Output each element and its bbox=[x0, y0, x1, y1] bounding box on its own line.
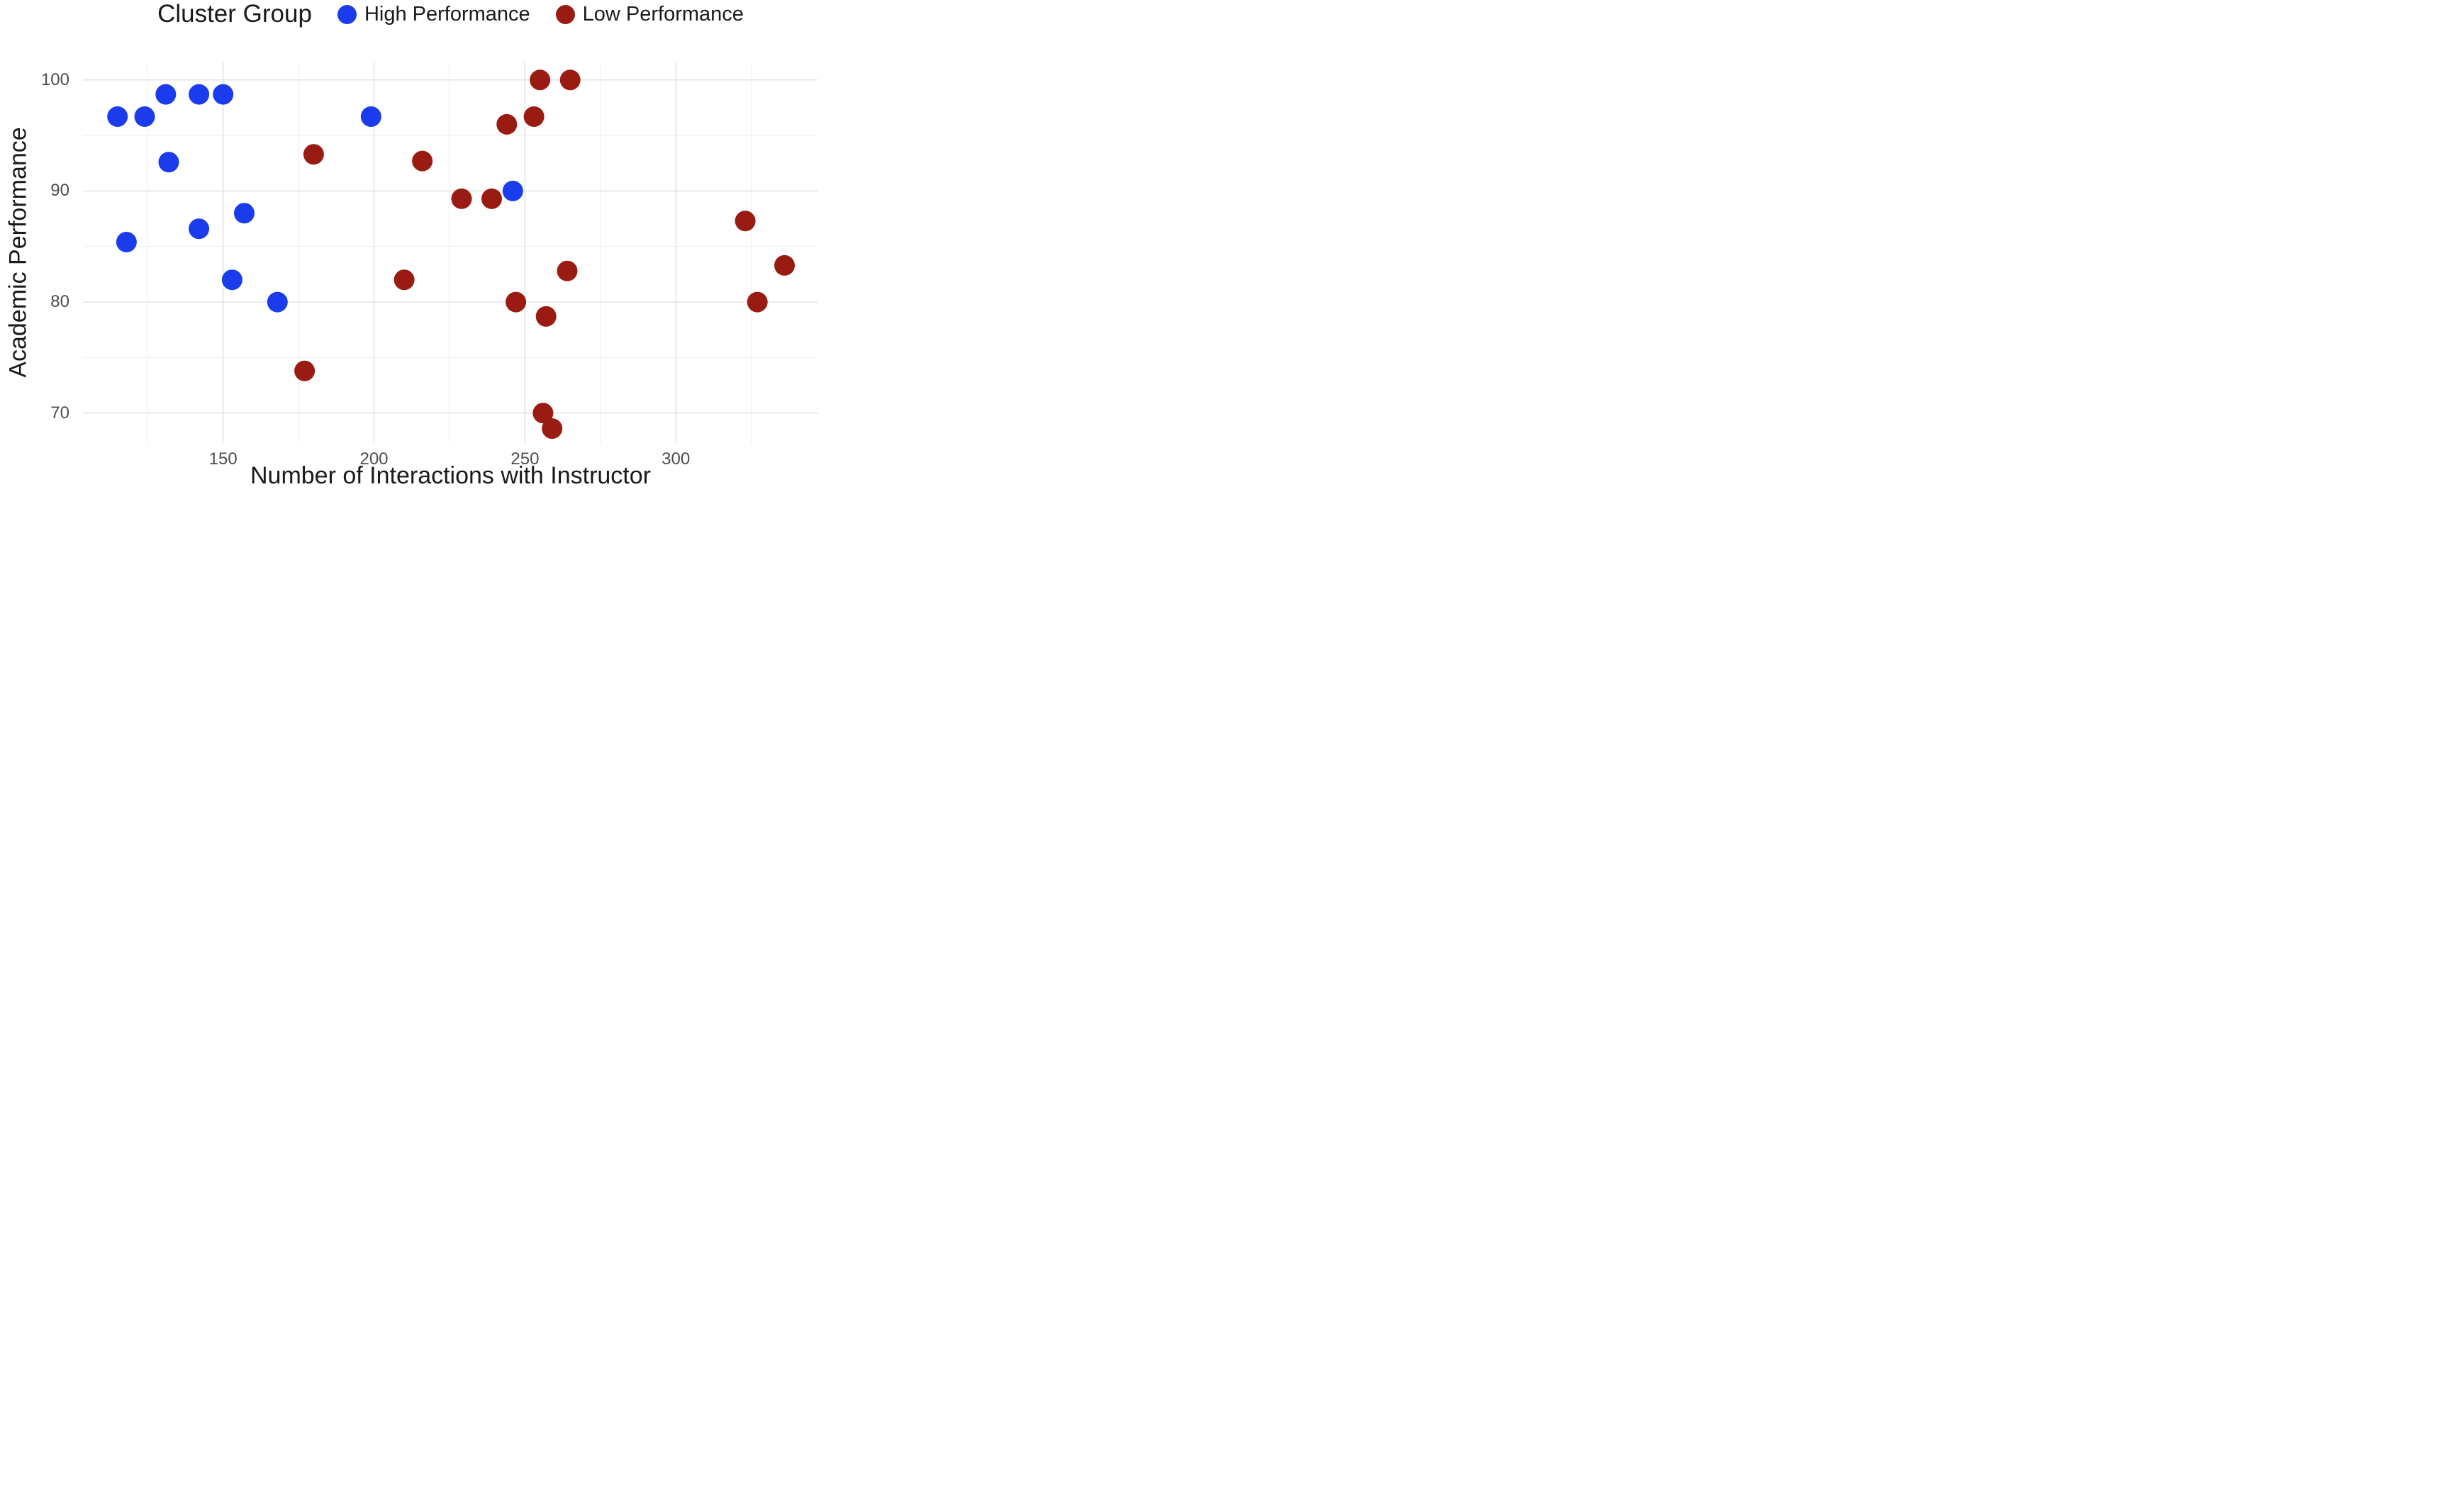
data-point-low-performance bbox=[451, 188, 472, 209]
plot-area bbox=[82, 62, 818, 443]
y-axis-title: Academic Performance bbox=[4, 127, 32, 378]
data-point-high-performance bbox=[189, 218, 210, 240]
data-point-low-performance bbox=[735, 211, 756, 232]
data-point-low-performance bbox=[747, 291, 768, 313]
data-point-high-performance bbox=[116, 232, 137, 252]
legend-title: Cluster Group bbox=[157, 0, 312, 28]
data-point-low-performance bbox=[506, 291, 527, 313]
legend-item-high-performance: High Performance bbox=[337, 3, 530, 26]
legend: Cluster Group High Performance Low Perfo… bbox=[83, 0, 818, 28]
legend-label-low-performance: Low Performance bbox=[582, 2, 744, 26]
x-tick-label: 300 bbox=[662, 449, 691, 469]
data-point-high-performance bbox=[189, 84, 210, 105]
y-tick-label: 100 bbox=[40, 69, 69, 89]
x-tick-label: 200 bbox=[359, 449, 389, 469]
data-point-high-performance bbox=[502, 180, 523, 201]
scatter-plot-figure: Cluster Group High Performance Low Perfo… bbox=[0, 0, 820, 504]
data-point-low-performance bbox=[535, 306, 557, 327]
data-point-high-performance bbox=[267, 291, 288, 313]
data-point-low-performance bbox=[774, 254, 795, 276]
data-point-low-performance bbox=[557, 260, 578, 281]
data-point-high-performance bbox=[107, 106, 128, 127]
data-point-low-performance bbox=[559, 69, 581, 91]
data-point-high-performance bbox=[134, 106, 155, 127]
data-point-low-performance bbox=[481, 188, 502, 209]
data-point-low-performance bbox=[294, 360, 316, 381]
data-point-low-performance bbox=[394, 269, 415, 291]
y-tick-label: 90 bbox=[50, 181, 69, 201]
data-point-low-performance bbox=[542, 418, 563, 439]
data-point-high-performance bbox=[234, 203, 255, 224]
data-point-low-performance bbox=[530, 69, 551, 91]
legend-label-high-performance: High Performance bbox=[364, 2, 530, 26]
legend-item-low-performance: Low Performance bbox=[555, 2, 744, 26]
data-point-high-performance bbox=[221, 269, 242, 291]
legend-dot-low-performance-icon bbox=[555, 4, 575, 24]
x-axis-title: Number of Interactions with Instructor bbox=[250, 462, 651, 489]
data-point-low-performance bbox=[496, 113, 518, 135]
data-point-low-performance bbox=[532, 403, 554, 424]
data-point-low-performance bbox=[303, 144, 324, 165]
x-tick-label: 250 bbox=[510, 449, 540, 469]
y-tick-label: 80 bbox=[50, 292, 69, 312]
data-point-low-performance bbox=[412, 150, 433, 172]
legend-dot-high-performance-icon bbox=[337, 4, 357, 24]
x-tick-label: 150 bbox=[208, 449, 238, 469]
y-tick-label: 70 bbox=[50, 403, 69, 422]
data-point-high-performance bbox=[360, 106, 381, 127]
data-point-high-performance bbox=[213, 84, 234, 105]
data-point-high-performance bbox=[155, 84, 177, 105]
data-point-high-performance bbox=[158, 152, 179, 173]
data-point-low-performance bbox=[523, 106, 545, 127]
